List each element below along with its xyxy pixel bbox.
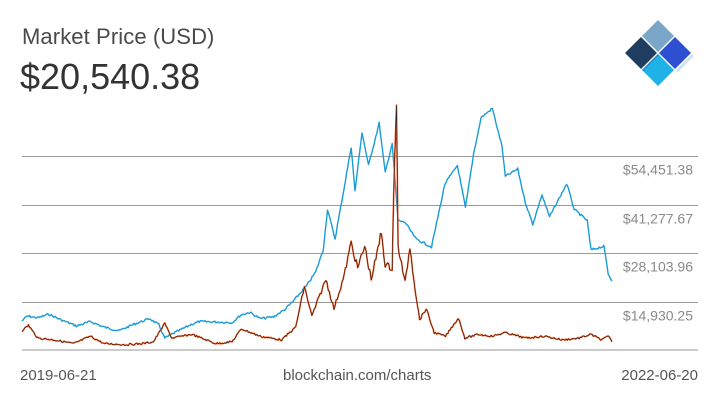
y-tick-label: $54,451.38 — [623, 162, 693, 178]
chart-title: Market Price (USD) — [22, 24, 215, 49]
y-tick-label: $14,930.25 — [623, 308, 693, 324]
series-line-orange — [21, 104, 613, 347]
y-tick-label: $41,277.67 — [623, 211, 693, 227]
end-date-label: 2022-06-20 — [621, 367, 698, 384]
grid-lines — [22, 156, 698, 351]
y-axis-ticks: $14,930.25 $28,103.96 $41,277.67 $54,451.38 — [623, 162, 693, 324]
start-date-label: 2019-06-21 — [20, 367, 97, 384]
current-price: $20,540.38 — [20, 56, 201, 97]
blockchain-logo-icon — [625, 20, 694, 86]
source-link[interactable]: blockchain.com/charts — [283, 367, 432, 384]
series-line-orange-outline — [21, 104, 613, 346]
y-tick-label: $28,103.96 — [623, 259, 693, 275]
series-line-blue — [21, 107, 613, 339]
series-lines — [21, 104, 613, 347]
